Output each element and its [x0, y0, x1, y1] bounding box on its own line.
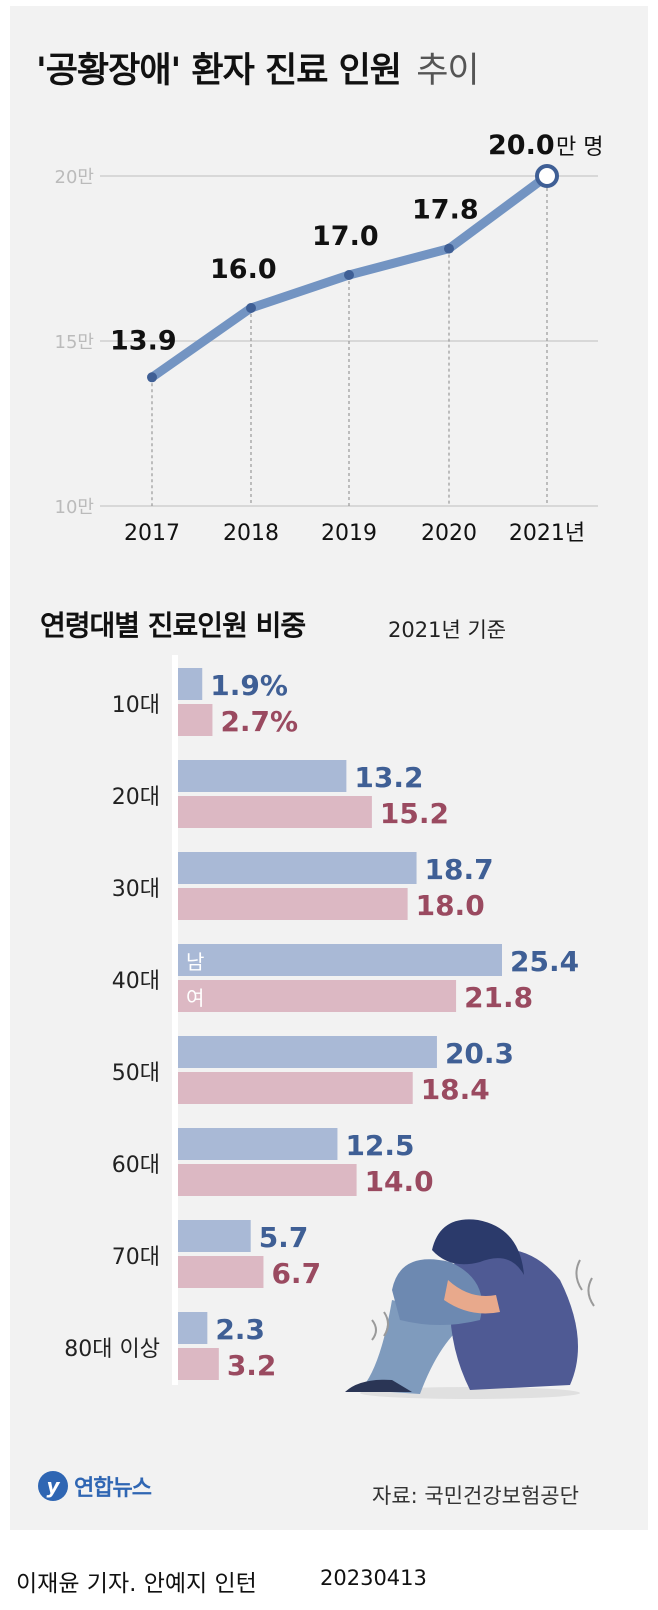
bar-female — [178, 1348, 219, 1380]
bar-value-label: 14.0 — [365, 1165, 434, 1198]
bar-value-label: 6.7 — [271, 1257, 321, 1290]
chart-title-main: '공황장애' 환자 진료 인원 — [36, 51, 402, 91]
illustration-shoe — [345, 1379, 412, 1392]
yonhap-logo: y 연합뉴스 — [38, 1470, 152, 1502]
person-illustration — [345, 1219, 595, 1399]
category-label: 40대 — [112, 969, 160, 994]
source-note: 자료: 국민건강보험공단 — [372, 1484, 579, 1508]
category-label: 70대 — [112, 1245, 160, 1270]
data-point — [444, 243, 454, 254]
bar-male — [178, 760, 347, 792]
bar-male — [178, 1220, 251, 1252]
bar-value-label: 21.8 — [464, 981, 533, 1014]
bar-axis-strip — [172, 655, 178, 1385]
bar-value-label: 25.4 — [510, 945, 579, 978]
category-label: 60대 — [112, 1153, 160, 1178]
category-label: 80대 이상 — [64, 1337, 160, 1362]
illustration-knee — [392, 1259, 482, 1325]
bar-female — [178, 1072, 413, 1104]
bar-female — [178, 796, 372, 828]
bar-value-label: 1.9% — [210, 669, 288, 702]
data-label: 13.9 — [110, 325, 177, 356]
bar-value-label: 18.4 — [421, 1073, 490, 1106]
category-label: 20대 — [112, 785, 160, 810]
bar-value-label: 13.2 — [354, 761, 423, 794]
bar-male — [178, 1128, 338, 1160]
illustration-hands — [444, 1280, 500, 1314]
y-tick-label: 10만 — [55, 497, 94, 518]
bar-female — [178, 1256, 264, 1288]
chart-title-suffix: 추이 — [416, 51, 479, 91]
bar-female — [178, 1164, 357, 1196]
bar-female — [178, 980, 457, 1012]
bar-chart-title: 연령대별 진료인원 비중 — [40, 609, 306, 642]
bar-male — [178, 944, 502, 976]
chart-title: '공황장애' 환자 진료 인원 추이 — [36, 42, 480, 93]
data-point-highlight — [535, 164, 559, 188]
data-label: 17.8 — [412, 195, 479, 226]
data-label: 17.0 — [312, 221, 379, 252]
bar-value-label: 15.2 — [380, 797, 449, 830]
x-tick-label: 2017 — [124, 521, 180, 546]
bar-value-label: 5.7 — [259, 1221, 309, 1254]
illustration-body — [450, 1248, 578, 1390]
yonhap-logo-icon: y — [38, 1471, 68, 1501]
data-point — [147, 372, 157, 383]
yonhap-logo-text: 연합뉴스 — [74, 1476, 152, 1501]
illustration-hair — [432, 1219, 524, 1275]
bar-female — [178, 704, 213, 736]
x-tick-label: 2020 — [421, 521, 477, 546]
category-label: 10대 — [112, 693, 160, 718]
data-label: 20.0 — [488, 130, 555, 161]
category-label: 30대 — [112, 877, 160, 902]
bar-male — [178, 668, 203, 700]
x-tick-label: 2019 — [321, 521, 377, 546]
credit-line: 이재윤 기자. 안예지 인턴 — [16, 1571, 257, 1597]
bar-value-label: 12.5 — [345, 1129, 414, 1162]
category-label: 50대 — [112, 1061, 160, 1086]
illustration-shake-left — [371, 1311, 389, 1341]
bar-value-label: 2.3 — [215, 1313, 265, 1346]
bar-chart: 10대 1.9%2.7% 20대 13.215.2 30대 18.718.0 40대 25.4… — [64, 655, 595, 1399]
x-tick-label: 2018 — [223, 521, 279, 546]
legend-male: 남 — [186, 950, 204, 974]
bar-value-label: 2.7% — [220, 705, 298, 738]
bar-male — [178, 1312, 208, 1344]
y-tick-label: 20만 — [55, 167, 94, 188]
line-chart: 20만 15만 10만 13.9 16.0 17.0 17.8 20.0 만 명 2017 2018… — [55, 130, 604, 546]
bar-male — [178, 852, 417, 884]
data-point — [344, 270, 354, 280]
bar-chart-note: 2021년 기준 — [388, 618, 507, 642]
y-tick-label: 15만 — [55, 332, 94, 353]
bar-value-label: 18.7 — [425, 853, 494, 886]
bar-male — [178, 1036, 437, 1068]
x-tick-label: 2021년 — [509, 521, 585, 546]
bar-value-label: 20.3 — [445, 1037, 514, 1070]
credit-date: 20230413 — [320, 1566, 427, 1590]
bar-value-label: 3.2 — [227, 1349, 277, 1382]
data-label: 16.0 — [210, 254, 277, 285]
bar-female — [178, 888, 408, 920]
illustration-shake-right — [575, 1259, 595, 1307]
unit-label: 만 명 — [556, 135, 603, 160]
bar-value-label: 18.0 — [416, 889, 485, 922]
data-point — [246, 303, 256, 313]
legend-female: 여 — [186, 986, 204, 1010]
